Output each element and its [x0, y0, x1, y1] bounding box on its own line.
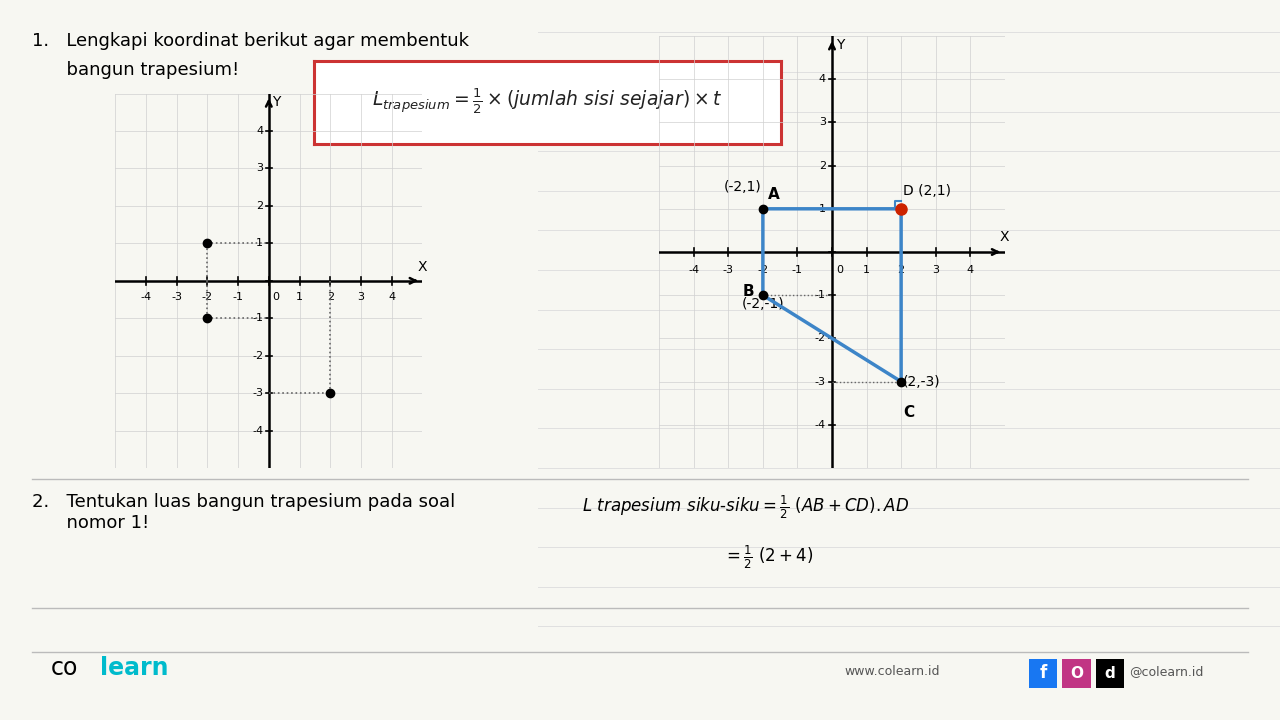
Text: $L\ trapesium\ siku\text{-}siku = \frac{1}{2}\ (AB+CD).AD$: $L\ trapesium\ siku\text{-}siku = \frac{… — [582, 493, 909, 521]
Text: 3: 3 — [256, 163, 264, 174]
Text: -4: -4 — [141, 292, 151, 302]
Text: 4: 4 — [819, 74, 826, 84]
Text: Y: Y — [836, 38, 845, 52]
Text: (-2,1): (-2,1) — [723, 180, 762, 194]
Text: 2.   Tentukan luas bangun trapesium pada soal
      nomor 1!: 2. Tentukan luas bangun trapesium pada s… — [32, 493, 456, 532]
Text: A: A — [768, 187, 780, 202]
Text: -1: -1 — [792, 265, 803, 275]
Text: 2: 2 — [256, 201, 264, 211]
Text: 3: 3 — [932, 265, 940, 275]
Text: -2: -2 — [252, 351, 264, 361]
Text: 2: 2 — [897, 265, 905, 275]
Text: -2: -2 — [814, 333, 826, 343]
Text: -3: -3 — [172, 292, 182, 302]
Text: 1: 1 — [296, 292, 303, 302]
Text: 4: 4 — [388, 292, 396, 302]
Text: 0: 0 — [273, 292, 279, 302]
Text: 2: 2 — [819, 161, 826, 171]
Text: C: C — [902, 405, 914, 420]
Text: -3: -3 — [252, 388, 264, 398]
Text: -4: -4 — [814, 420, 826, 430]
Text: d: d — [1105, 666, 1115, 680]
Text: 3: 3 — [819, 117, 826, 127]
Text: 1: 1 — [819, 204, 826, 214]
Text: -2: -2 — [202, 292, 212, 302]
Text: f: f — [1039, 664, 1047, 683]
Text: X: X — [417, 260, 428, 274]
Text: 2: 2 — [326, 292, 334, 302]
Text: $= \frac{1}{2}\ (2+4)$: $= \frac{1}{2}\ (2+4)$ — [723, 544, 814, 571]
Text: X: X — [1000, 230, 1010, 244]
Text: -4: -4 — [689, 265, 699, 275]
Text: 1: 1 — [863, 265, 870, 275]
Text: -3: -3 — [723, 265, 733, 275]
Text: 1: 1 — [256, 238, 264, 248]
Text: 4: 4 — [966, 265, 974, 275]
Text: bangun trapesium!: bangun trapesium! — [32, 61, 239, 79]
Text: co: co — [51, 656, 78, 680]
Text: -1: -1 — [815, 290, 826, 300]
Text: -1: -1 — [233, 292, 243, 302]
Text: -1: -1 — [252, 313, 264, 323]
Text: www.colearn.id: www.colearn.id — [845, 665, 941, 678]
Text: Y: Y — [273, 96, 280, 109]
Text: learn: learn — [100, 656, 169, 680]
Text: @colearn.id: @colearn.id — [1129, 665, 1203, 678]
Text: 0: 0 — [836, 265, 844, 275]
Text: (2,-3): (2,-3) — [902, 375, 941, 389]
Text: 1.   Lengkapi koordinat berikut agar membentuk: 1. Lengkapi koordinat berikut agar membe… — [32, 32, 468, 50]
Text: D (2,1): D (2,1) — [902, 184, 951, 198]
Text: -2: -2 — [758, 265, 768, 275]
Text: O: O — [1070, 666, 1083, 680]
Text: -4: -4 — [252, 426, 264, 436]
Text: $L_{trapesium} = \frac{1}{2} \times (jumlah\ sisi\ sejajar) \times t$: $L_{trapesium} = \frac{1}{2} \times (jum… — [372, 86, 722, 116]
Text: (-2,-1): (-2,-1) — [742, 297, 785, 311]
Text: 3: 3 — [357, 292, 365, 302]
Text: B: B — [742, 284, 754, 300]
Text: 4: 4 — [256, 126, 264, 136]
Text: -3: -3 — [815, 377, 826, 387]
